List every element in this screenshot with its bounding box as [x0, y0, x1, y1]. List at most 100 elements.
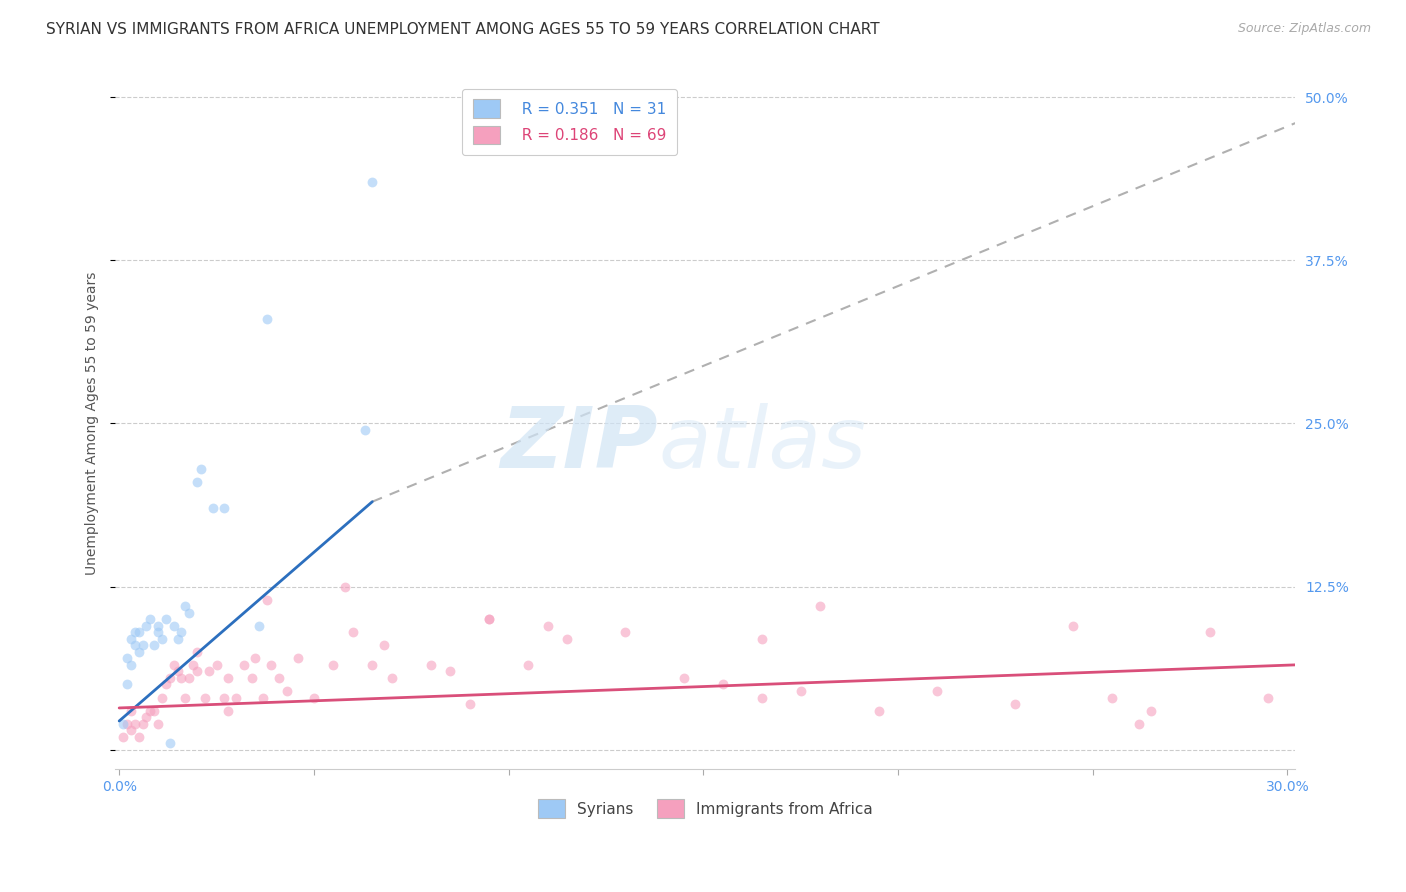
- Point: [135, 618, 157, 632]
- Point: [361, 175, 384, 189]
- Point: [146, 625, 169, 640]
- Point: [217, 671, 239, 685]
- Point: [112, 716, 135, 731]
- Point: [155, 612, 177, 626]
- Point: [205, 657, 228, 672]
- Point: [197, 665, 219, 679]
- Point: [186, 475, 208, 489]
- Point: [267, 671, 290, 685]
- Point: [1101, 690, 1123, 705]
- Point: [322, 657, 344, 672]
- Point: [159, 671, 181, 685]
- Point: [232, 657, 254, 672]
- Point: [1004, 697, 1026, 711]
- Point: [186, 665, 208, 679]
- Point: [478, 612, 501, 626]
- Point: [166, 632, 188, 646]
- Point: [155, 677, 177, 691]
- Point: [163, 657, 186, 672]
- Point: [478, 612, 501, 626]
- Text: atlas: atlas: [658, 402, 866, 485]
- Point: [287, 651, 309, 665]
- Text: SYRIAN VS IMMIGRANTS FROM AFRICA UNEMPLOYMENT AMONG AGES 55 TO 59 YEARS CORRELAT: SYRIAN VS IMMIGRANTS FROM AFRICA UNEMPLO…: [46, 22, 880, 37]
- Text: Source: ZipAtlas.com: Source: ZipAtlas.com: [1237, 22, 1371, 36]
- Point: [342, 625, 364, 640]
- Point: [214, 501, 236, 516]
- Point: [120, 632, 142, 646]
- Point: [808, 599, 831, 614]
- Legend: Syrians, Immigrants from Africa: Syrians, Immigrants from Africa: [531, 793, 879, 824]
- Point: [179, 671, 201, 685]
- Point: [1140, 704, 1163, 718]
- Point: [302, 690, 325, 705]
- Point: [135, 710, 157, 724]
- Point: [186, 645, 208, 659]
- Point: [1257, 690, 1279, 705]
- Point: [115, 651, 138, 665]
- Point: [614, 625, 637, 640]
- Point: [124, 625, 146, 640]
- Point: [146, 618, 169, 632]
- Point: [555, 632, 578, 646]
- Point: [201, 501, 224, 516]
- Point: [256, 312, 278, 326]
- Point: [1128, 716, 1150, 731]
- Point: [131, 638, 153, 652]
- Point: [128, 625, 150, 640]
- Point: [150, 690, 173, 705]
- Point: [159, 736, 181, 750]
- Point: [128, 645, 150, 659]
- Point: [115, 677, 138, 691]
- Point: [124, 716, 146, 731]
- Point: [517, 657, 540, 672]
- Point: [276, 684, 298, 698]
- Point: [128, 730, 150, 744]
- Point: [179, 606, 201, 620]
- Point: [868, 704, 890, 718]
- Point: [458, 697, 481, 711]
- Point: [361, 657, 384, 672]
- Point: [1062, 618, 1084, 632]
- Point: [143, 638, 166, 652]
- Point: [260, 657, 283, 672]
- Point: [252, 690, 274, 705]
- Point: [112, 730, 135, 744]
- Point: [217, 704, 239, 718]
- Point: [245, 651, 267, 665]
- Point: [115, 716, 138, 731]
- Point: [381, 671, 404, 685]
- Point: [163, 618, 186, 632]
- Text: ZIP: ZIP: [501, 402, 658, 485]
- Point: [1198, 625, 1220, 640]
- Point: [751, 632, 773, 646]
- Point: [247, 618, 270, 632]
- Point: [174, 690, 197, 705]
- Point: [925, 684, 948, 698]
- Point: [139, 612, 162, 626]
- Point: [240, 671, 263, 685]
- Point: [789, 684, 811, 698]
- Point: [711, 677, 734, 691]
- Y-axis label: Unemployment Among Ages 55 to 59 years: Unemployment Among Ages 55 to 59 years: [86, 272, 100, 575]
- Point: [536, 618, 558, 632]
- Point: [170, 625, 193, 640]
- Point: [353, 423, 375, 437]
- Point: [333, 580, 356, 594]
- Point: [181, 657, 204, 672]
- Point: [146, 716, 169, 731]
- Point: [419, 657, 441, 672]
- Point: [751, 690, 773, 705]
- Point: [120, 704, 142, 718]
- Point: [256, 592, 278, 607]
- Point: [174, 599, 197, 614]
- Point: [190, 462, 212, 476]
- Point: [672, 671, 695, 685]
- Point: [120, 657, 142, 672]
- Point: [166, 665, 188, 679]
- Point: [120, 723, 142, 738]
- Point: [214, 690, 236, 705]
- Point: [143, 704, 166, 718]
- Point: [139, 704, 162, 718]
- Point: [170, 671, 193, 685]
- Point: [131, 716, 153, 731]
